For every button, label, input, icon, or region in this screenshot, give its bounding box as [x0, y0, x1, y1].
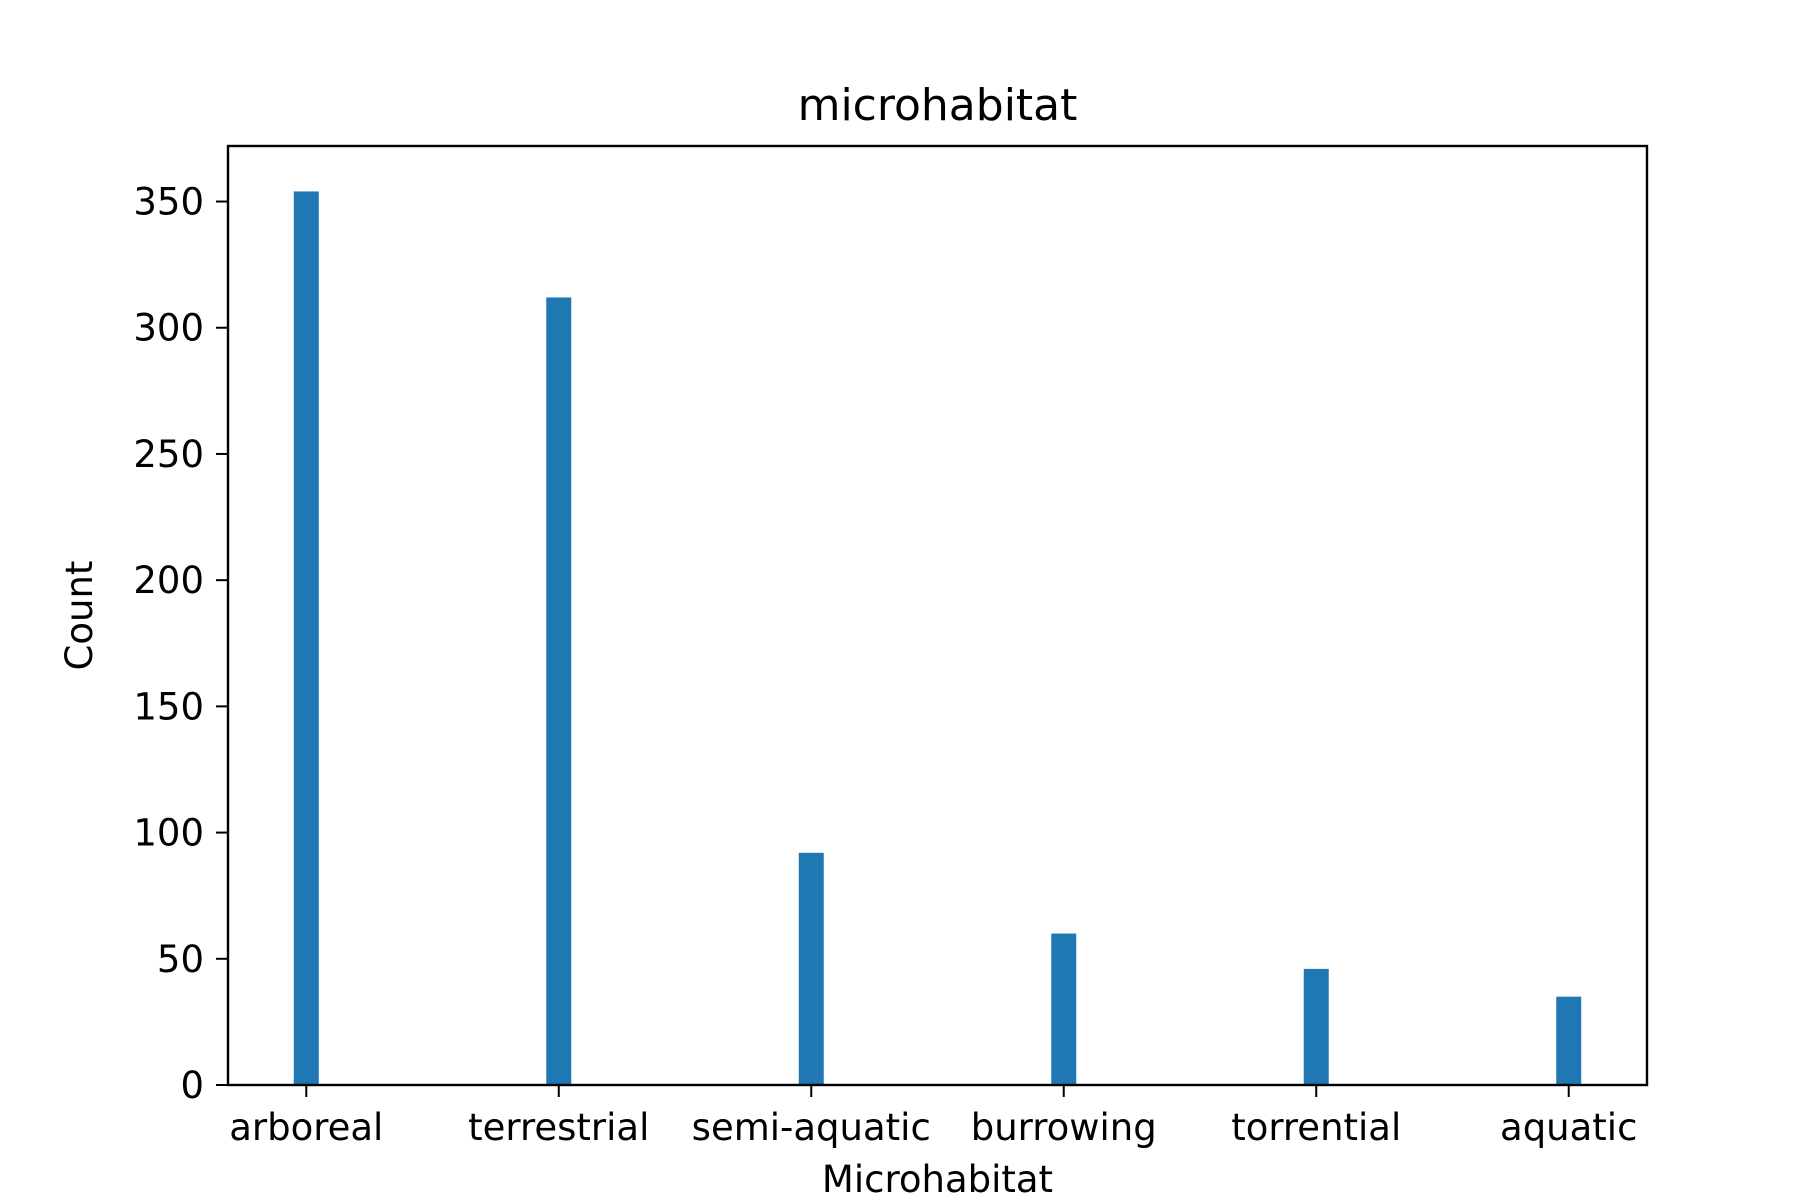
x-tick-label: burrowing — [971, 1106, 1157, 1149]
x-tick-label: aquatic — [1500, 1106, 1637, 1149]
bar-terrestrial — [546, 297, 572, 1085]
y-tick-label: 300 — [133, 307, 204, 350]
bar-semi-aquatic — [798, 852, 824, 1085]
bar-aquatic — [1556, 996, 1582, 1085]
bar-burrowing — [1051, 933, 1077, 1085]
y-tick-label: 150 — [133, 685, 204, 728]
y-tick-label: 200 — [133, 559, 204, 602]
x-axis-label: Microhabitat — [822, 1158, 1053, 1200]
x-tick-label: torrential — [1231, 1106, 1401, 1149]
x-tick-label: semi-aquatic — [692, 1106, 931, 1149]
bar-arboreal — [293, 191, 319, 1085]
bar-torrential — [1303, 968, 1329, 1085]
axis-ticks: arboreal terrestrial semi-aquatic burrowing… — [133, 181, 1637, 1149]
y-tick-label: 50 — [157, 938, 204, 981]
x-tick-label: terrestrial — [468, 1106, 649, 1149]
y-axis-label: Count — [58, 561, 101, 671]
y-tick-label: 350 — [133, 181, 204, 224]
x-tick-label: arboreal — [229, 1106, 383, 1149]
chart-title: microhabitat — [798, 80, 1078, 131]
y-tick-label: 250 — [133, 433, 204, 476]
bars — [293, 191, 1582, 1085]
y-tick-label: 0 — [180, 1064, 204, 1107]
plot-frame — [226, 144, 1649, 1087]
y-tick-label: 100 — [133, 812, 204, 855]
